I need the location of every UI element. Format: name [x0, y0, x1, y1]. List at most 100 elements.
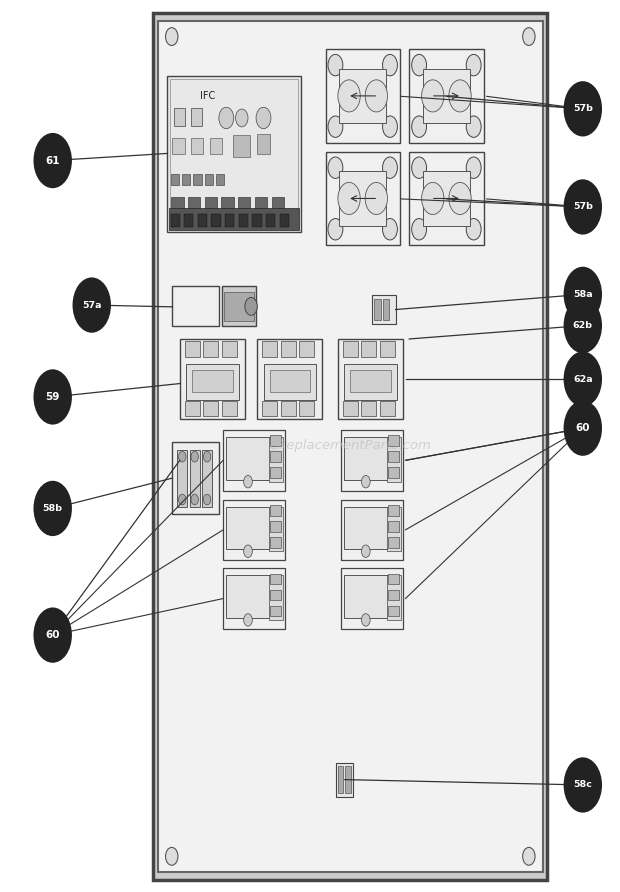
FancyBboxPatch shape	[326, 152, 400, 245]
FancyBboxPatch shape	[171, 175, 179, 186]
FancyBboxPatch shape	[222, 341, 237, 357]
Circle shape	[236, 109, 248, 127]
Circle shape	[466, 219, 481, 240]
Circle shape	[422, 183, 444, 215]
FancyBboxPatch shape	[177, 450, 187, 507]
FancyBboxPatch shape	[223, 568, 285, 629]
FancyBboxPatch shape	[257, 134, 270, 153]
FancyBboxPatch shape	[344, 364, 397, 400]
FancyBboxPatch shape	[172, 442, 219, 514]
FancyBboxPatch shape	[343, 341, 358, 357]
FancyBboxPatch shape	[270, 574, 281, 584]
FancyBboxPatch shape	[225, 214, 234, 227]
FancyBboxPatch shape	[262, 401, 277, 416]
FancyBboxPatch shape	[339, 171, 386, 226]
Text: IFC: IFC	[200, 91, 215, 101]
Circle shape	[466, 116, 481, 137]
FancyBboxPatch shape	[281, 341, 296, 357]
FancyBboxPatch shape	[170, 214, 180, 227]
FancyBboxPatch shape	[350, 370, 391, 392]
Circle shape	[73, 277, 111, 333]
FancyBboxPatch shape	[174, 108, 185, 126]
FancyBboxPatch shape	[216, 175, 224, 186]
FancyBboxPatch shape	[269, 575, 283, 620]
FancyBboxPatch shape	[203, 341, 218, 357]
Circle shape	[365, 183, 388, 215]
Circle shape	[523, 847, 535, 865]
Circle shape	[33, 369, 72, 425]
FancyBboxPatch shape	[232, 135, 250, 157]
FancyBboxPatch shape	[188, 197, 200, 213]
FancyBboxPatch shape	[222, 401, 237, 416]
FancyBboxPatch shape	[388, 505, 399, 516]
Circle shape	[219, 107, 234, 128]
FancyBboxPatch shape	[224, 292, 254, 321]
Circle shape	[179, 494, 186, 505]
FancyBboxPatch shape	[153, 13, 547, 880]
Circle shape	[245, 298, 257, 316]
FancyBboxPatch shape	[270, 590, 281, 600]
FancyBboxPatch shape	[185, 401, 200, 416]
Text: eReplacementParts.com: eReplacementParts.com	[269, 440, 432, 452]
Circle shape	[328, 219, 343, 240]
FancyBboxPatch shape	[226, 507, 270, 549]
Circle shape	[328, 116, 343, 137]
FancyBboxPatch shape	[180, 339, 245, 419]
Circle shape	[179, 451, 186, 462]
FancyBboxPatch shape	[372, 295, 396, 324]
FancyBboxPatch shape	[222, 286, 256, 326]
FancyBboxPatch shape	[272, 197, 284, 213]
Circle shape	[523, 28, 535, 45]
Circle shape	[33, 481, 72, 536]
Circle shape	[449, 183, 471, 215]
Circle shape	[412, 219, 427, 240]
FancyBboxPatch shape	[280, 214, 289, 227]
FancyBboxPatch shape	[223, 430, 285, 491]
FancyBboxPatch shape	[270, 606, 281, 616]
FancyBboxPatch shape	[326, 49, 400, 143]
Circle shape	[412, 54, 427, 76]
FancyBboxPatch shape	[409, 49, 484, 143]
Text: 57b: 57b	[573, 104, 593, 113]
Circle shape	[361, 545, 370, 558]
Circle shape	[383, 157, 397, 178]
FancyBboxPatch shape	[262, 341, 277, 357]
FancyBboxPatch shape	[270, 370, 310, 392]
FancyBboxPatch shape	[344, 507, 388, 549]
FancyBboxPatch shape	[190, 450, 200, 507]
Circle shape	[449, 79, 471, 112]
FancyBboxPatch shape	[380, 401, 395, 416]
Circle shape	[244, 545, 252, 558]
FancyBboxPatch shape	[257, 339, 322, 419]
FancyBboxPatch shape	[192, 370, 232, 392]
FancyBboxPatch shape	[341, 568, 403, 629]
FancyBboxPatch shape	[226, 437, 270, 480]
FancyBboxPatch shape	[191, 137, 203, 153]
FancyBboxPatch shape	[270, 537, 281, 548]
Text: 57a: 57a	[82, 301, 102, 310]
FancyBboxPatch shape	[223, 500, 285, 560]
FancyBboxPatch shape	[388, 435, 399, 446]
Circle shape	[166, 28, 178, 45]
FancyBboxPatch shape	[387, 507, 401, 551]
FancyBboxPatch shape	[203, 401, 218, 416]
Circle shape	[191, 451, 198, 462]
FancyBboxPatch shape	[270, 451, 281, 462]
Text: 60: 60	[575, 423, 590, 434]
FancyBboxPatch shape	[252, 214, 262, 227]
FancyBboxPatch shape	[339, 69, 386, 123]
FancyBboxPatch shape	[270, 521, 281, 532]
FancyBboxPatch shape	[387, 575, 401, 620]
FancyBboxPatch shape	[226, 575, 270, 618]
FancyBboxPatch shape	[374, 299, 381, 320]
FancyBboxPatch shape	[172, 286, 219, 326]
Text: 62b: 62b	[573, 321, 593, 330]
FancyBboxPatch shape	[388, 606, 399, 616]
Circle shape	[422, 79, 444, 112]
Circle shape	[466, 157, 481, 178]
FancyBboxPatch shape	[388, 537, 399, 548]
Circle shape	[361, 614, 370, 626]
FancyBboxPatch shape	[266, 214, 275, 227]
FancyBboxPatch shape	[343, 401, 358, 416]
FancyBboxPatch shape	[338, 766, 343, 793]
